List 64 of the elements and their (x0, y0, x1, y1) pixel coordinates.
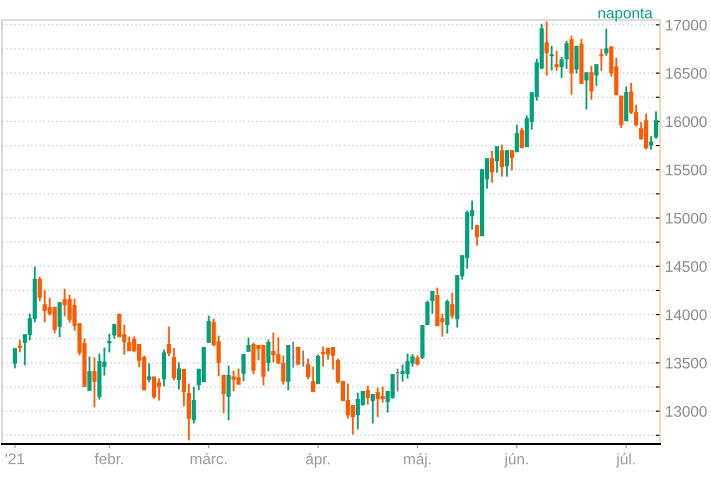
candlestick (266, 338, 270, 372)
x-tick-label: febr. (94, 453, 123, 464)
candlestick (246, 336, 251, 352)
candlestick (475, 224, 480, 247)
candlestick (599, 48, 604, 72)
candlestick (147, 362, 152, 384)
candlestick (226, 364, 231, 422)
candlestick (311, 366, 316, 392)
candlestick (554, 50, 559, 72)
candlestick (38, 276, 42, 302)
y-tick-label: 13500 (666, 358, 707, 369)
candlestick (176, 361, 182, 390)
candlestick (520, 126, 524, 149)
candlestick (654, 110, 658, 140)
candlestick (206, 314, 211, 344)
candlestick (12, 348, 18, 370)
candlestick (222, 374, 226, 414)
candlestick (18, 338, 22, 354)
candlestick (494, 146, 500, 174)
y-tick-label: 14000 (666, 309, 707, 320)
y-tick-label: 15000 (666, 212, 707, 224)
candlestick (92, 356, 97, 408)
x-tick-label: márc. (190, 452, 226, 464)
candlestick (370, 394, 375, 424)
x-tick-label: máj. (404, 453, 431, 468)
candlestick (514, 124, 519, 153)
candlestick (87, 356, 92, 392)
y-tick-label: 14500 (666, 261, 707, 272)
x-tick-label: jún. (504, 453, 528, 468)
candlestick (192, 386, 196, 424)
candlestick (510, 150, 514, 172)
candlestick (166, 326, 172, 358)
candlestick (550, 44, 554, 72)
candlestick (589, 64, 594, 101)
candlestick (500, 144, 504, 178)
candlestick (544, 20, 549, 77)
candlestick (241, 354, 246, 382)
candlestick (182, 368, 186, 408)
y-tick-label: 13000 (666, 406, 707, 417)
candlestick (445, 298, 450, 335)
candlestick (296, 346, 300, 366)
x-tick-label: '21 (6, 453, 24, 464)
y-tick-label: 16000 (666, 116, 707, 128)
candlestick (648, 135, 654, 151)
candlestick (450, 292, 454, 320)
x-tick-label: júl. (616, 453, 635, 468)
candlestick (490, 150, 494, 184)
y-tick-label: 16500 (666, 68, 707, 79)
y-tick-label: 15500 (666, 164, 707, 176)
candlestick (604, 28, 608, 57)
annotation: naponta (598, 8, 653, 22)
candlestick (415, 354, 420, 367)
x-tick-label: ápr. (306, 453, 330, 468)
candlestick (574, 44, 579, 74)
candlestick (430, 290, 434, 315)
y-tick-label: 17000 (666, 20, 707, 31)
candlestick (504, 150, 510, 178)
candlestick (584, 72, 589, 110)
candlestick (366, 384, 370, 406)
candlestick (594, 64, 598, 87)
candlestick (172, 346, 176, 382)
candlestick (306, 358, 310, 380)
candlestick (425, 300, 430, 326)
candlestick (58, 302, 62, 338)
